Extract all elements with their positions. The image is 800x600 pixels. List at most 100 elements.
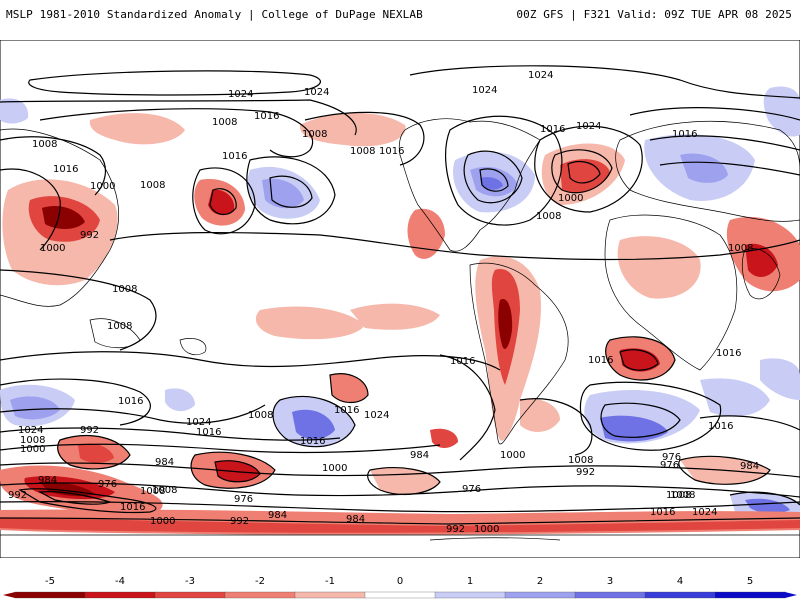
contour-label: 984 — [740, 461, 759, 472]
contour-label: 1016 — [254, 111, 279, 122]
colorbar-tick-label: 3 — [607, 576, 613, 587]
contour-label: 984 — [268, 510, 287, 521]
contour-label: 1000 — [500, 450, 525, 461]
colorbar-max-arrow — [785, 592, 797, 598]
contour-label: 976 — [462, 484, 481, 495]
contour-labels: 1024 1024 1024 1024 1024 1016 1016 1016 … — [8, 70, 759, 535]
colorbar-swatch — [224, 591, 296, 599]
anomaly-colorbar: -5 -4 -3 -2 -1 0 1 2 3 4 5 — [3, 576, 797, 599]
contour-label: 976 — [660, 460, 679, 471]
colorbar-tick-label: -1 — [325, 576, 335, 587]
contour-label: 976 — [234, 494, 253, 505]
contour-label: 1000 — [322, 463, 347, 474]
contour-label: 1000 — [474, 524, 499, 535]
contour-label: 992 — [8, 490, 27, 501]
contour-label: 992 — [80, 230, 99, 241]
colorbar-tick-label: -2 — [255, 576, 265, 587]
model-run-info: 00Z GFS | F321 Valid: 09Z TUE APR 08 202… — [516, 8, 792, 21]
contour-label: 984 — [410, 450, 429, 461]
contour-label: 1016 — [300, 436, 325, 447]
contour-label: 1008 — [152, 485, 177, 496]
contour-label: 1008 — [140, 180, 165, 191]
contour-label: 1016 — [334, 405, 359, 416]
contour-label: 984 — [346, 514, 365, 525]
contour-label: 1024 — [228, 89, 253, 100]
contour-label: 1016 — [118, 396, 143, 407]
contour-label: 1024 — [18, 425, 43, 436]
contour-label: 992 — [230, 516, 249, 527]
contour-label: 1024 — [692, 507, 717, 518]
contour-label: 976 — [662, 452, 681, 463]
contour-label: 1008 — [568, 455, 593, 466]
colorbar-swatch — [364, 591, 436, 599]
contour-label: 1016 — [222, 151, 247, 162]
contour-label: 1008 — [140, 486, 165, 497]
colorbar-swatch — [294, 591, 366, 599]
contour-label: 976 — [98, 479, 117, 490]
header-bar: MSLP 1981-2010 Standardized Anomaly | Co… — [0, 0, 800, 26]
contour-label: 992 — [446, 524, 465, 535]
contour-label: 992 — [80, 425, 99, 436]
contour-label: 1016 — [196, 427, 221, 438]
contour-label: 1008 — [32, 139, 57, 150]
colorbar-tick-label: 0 — [397, 576, 403, 587]
contour-label: 1016 — [650, 507, 675, 518]
anomaly-shading — [0, 86, 800, 535]
contour-label: 1000 — [40, 243, 65, 254]
colorbar-swatch — [434, 591, 506, 599]
contour-label: 1008 — [248, 410, 273, 421]
contour-label: 1016 — [450, 356, 475, 367]
contour-label: 1008 — [112, 284, 137, 295]
contour-label: 1000 — [20, 444, 45, 455]
colorbar-swatch — [714, 591, 786, 599]
contour-label: 1008 — [728, 243, 753, 254]
contour-label: 1024 — [304, 87, 329, 98]
contour-label: 1024 — [364, 410, 389, 421]
colorbar-swatch — [14, 591, 86, 599]
contour-label: 1000 — [90, 181, 115, 192]
colorbar-swatch — [84, 591, 156, 599]
world-map-panel: 1024 1024 1024 1024 1024 1016 1016 1016 … — [0, 40, 800, 558]
contour-label: 1016 — [672, 129, 697, 140]
contour-label: 1016 — [120, 502, 145, 513]
contour-label: 1016 — [716, 348, 741, 359]
contour-label: 1016 — [708, 421, 733, 432]
contour-label: 1016 — [53, 164, 78, 175]
colorbar-swatch — [574, 591, 646, 599]
colorbar-swatch — [644, 591, 716, 599]
contour-label: 1000 — [558, 193, 583, 204]
contour-label: 1008 — [536, 211, 561, 222]
isobar-contours — [0, 65, 800, 525]
colorbar-tick-label: -3 — [185, 576, 195, 587]
colorbar-tick-label: 5 — [747, 576, 753, 587]
contour-label: 1024 — [186, 417, 211, 428]
contour-label: 1008 — [107, 321, 132, 332]
colorbar-tick-label: -4 — [115, 576, 125, 587]
contour-label: 1024 — [472, 85, 497, 96]
colorbar-swatches — [3, 591, 797, 599]
contour-label: 1008 — [670, 490, 695, 501]
map-title: MSLP 1981-2010 Standardized Anomaly | Co… — [6, 8, 423, 21]
contour-label: 992 — [576, 467, 595, 478]
colorbar-tick-label: -5 — [45, 576, 55, 587]
contour-label: 1008 — [350, 146, 375, 157]
contour-label: 1024 — [528, 70, 553, 81]
colorbar-tick-label: 4 — [677, 576, 683, 587]
colorbar-tick-label: 1 — [467, 576, 473, 587]
contour-label: 1008 — [302, 129, 327, 140]
contour-label: 984 — [155, 457, 174, 468]
contour-label: 1008 — [212, 117, 237, 128]
contour-label: 1008 — [666, 490, 691, 501]
contour-label: 984 — [38, 475, 57, 486]
colorbar-tick-label: 2 — [537, 576, 543, 587]
contour-label: 1000 — [150, 516, 175, 527]
colorbar-ticks: -5 -4 -3 -2 -1 0 1 2 3 4 5 — [45, 576, 753, 587]
contour-label: 1016 — [540, 124, 565, 135]
contour-label: 1016 — [588, 355, 613, 366]
colorbar-swatch — [504, 591, 576, 599]
contour-label: 1008 — [20, 435, 45, 446]
colorbar-min-arrow — [3, 592, 15, 598]
contour-label: 1016 — [379, 146, 404, 157]
colorbar-swatch — [154, 591, 226, 599]
contour-label: 1024 — [576, 121, 601, 132]
